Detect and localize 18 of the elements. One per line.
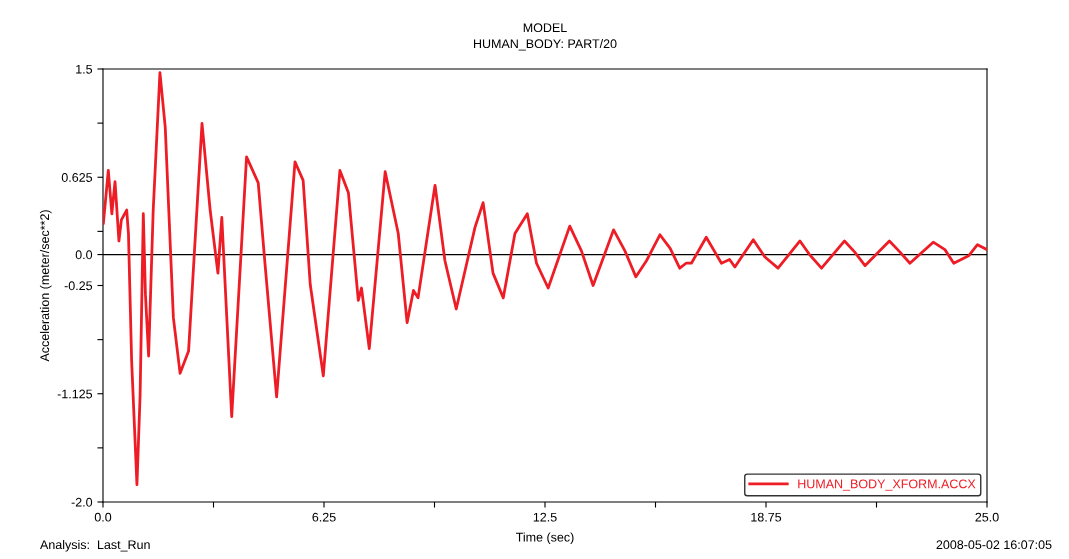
y-tick-label: -1.125 bbox=[57, 389, 93, 399]
x-tick-label: 18.75 bbox=[751, 512, 782, 522]
y-tick-label: -2.0 bbox=[71, 497, 93, 507]
y-tick-label: -0.25 bbox=[64, 281, 93, 291]
chart-subtitle: HUMAN_BODY: PART/20 bbox=[474, 38, 617, 51]
x-tick-label: 12.5 bbox=[533, 512, 557, 522]
x-tick-label: 6.25 bbox=[312, 512, 336, 522]
text: Analysis: Last_Run bbox=[40, 539, 150, 552]
legend-label: HUMAN_BODY_XFORM.ACCX bbox=[798, 479, 976, 491]
text: 2008-05-02 16:07:05 bbox=[936, 540, 1052, 550]
y-axis-title: Acceleration (meter/sec**2) bbox=[39, 210, 52, 362]
chart-title: MODEL bbox=[523, 23, 567, 33]
y-tick-label: 1.5 bbox=[76, 64, 93, 74]
y-tick-label: 0.625 bbox=[61, 173, 93, 182]
y-tick-label: 0.0 bbox=[75, 250, 93, 260]
x-tick-label: 0.0 bbox=[94, 512, 112, 522]
x-axis-title: Time (sec) bbox=[516, 532, 574, 545]
x-tick-label: 25.0 bbox=[975, 512, 999, 522]
